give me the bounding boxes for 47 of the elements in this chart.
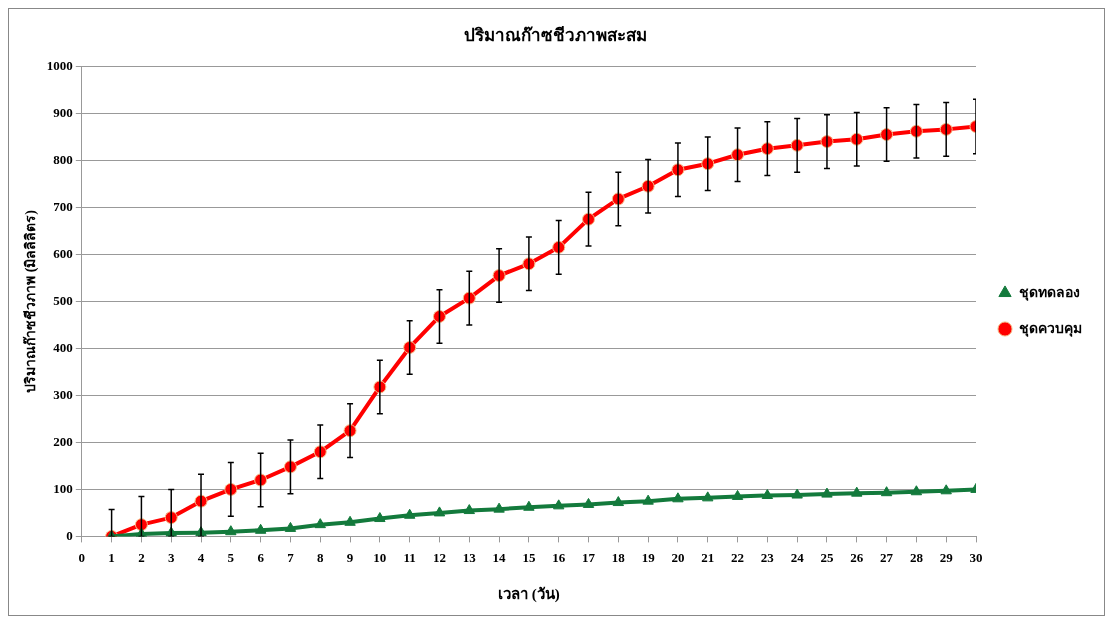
x-tick-label: 24 <box>790 549 805 565</box>
x-tick-label: 21 <box>701 549 715 565</box>
y-tick-label: 800 <box>53 151 73 167</box>
x-tick-label: 28 <box>909 549 924 565</box>
x-tick-label: 27 <box>880 549 894 565</box>
y-tick-label: 0 <box>66 527 73 543</box>
x-tick-label: 5 <box>227 549 235 565</box>
x-tick-label: 25 <box>820 549 834 565</box>
x-axis-title: เวลา (วัน) <box>498 585 560 603</box>
legend-label: ชุดควบคุม <box>1019 320 1082 337</box>
y-tick-label: 900 <box>53 104 73 120</box>
x-tick-label: 15 <box>522 549 536 565</box>
legend-label: ชุดทดลอง <box>1019 284 1080 301</box>
x-tick-label: 20 <box>671 549 685 565</box>
y-tick-label: 200 <box>53 433 73 449</box>
x-tick-label: 8 <box>317 549 324 565</box>
x-tick-label: 14 <box>492 549 507 565</box>
x-tick-label: 1 <box>108 549 115 565</box>
x-tick-label: 4 <box>197 549 205 565</box>
y-tick-label: 300 <box>53 386 73 402</box>
x-tick-label: 0 <box>78 549 86 565</box>
y-tick-label: 700 <box>53 198 73 214</box>
x-tick-label: 29 <box>939 549 954 565</box>
y-tick-label: 600 <box>53 245 73 261</box>
x-tick-label: 19 <box>641 549 656 565</box>
x-tick-label: 7 <box>287 549 295 565</box>
x-tick-label: 17 <box>582 549 596 565</box>
x-tick-label: 3 <box>167 549 175 565</box>
y-axis-title: ปริมาณก๊าซชีวภาพ (มิลลิลิตร) <box>22 209 40 393</box>
x-tick-label: 18 <box>611 549 626 565</box>
x-tick-label: 22 <box>731 549 745 565</box>
x-tick-label: 13 <box>462 549 477 565</box>
x-tick-label: 2 <box>138 549 145 565</box>
y-tick-label: 400 <box>53 339 73 355</box>
y-tick-label: 500 <box>53 292 73 308</box>
chart-title: ปริมาณก๊าซชีวภาพสะสม <box>464 24 647 45</box>
y-tick-label: 100 <box>53 480 73 496</box>
x-tick-label: 11 <box>403 549 416 565</box>
x-tick-label: 23 <box>760 549 775 565</box>
x-tick-label: 9 <box>346 549 354 565</box>
x-tick-label: 10 <box>373 549 387 565</box>
x-tick-label: 16 <box>552 549 566 565</box>
x-tick-label: 30 <box>969 549 983 565</box>
x-tick-label: 6 <box>257 549 265 565</box>
x-tick-label: 12 <box>432 549 446 565</box>
x-tick-label: 26 <box>850 549 864 565</box>
y-tick-label: 1000 <box>46 57 73 73</box>
